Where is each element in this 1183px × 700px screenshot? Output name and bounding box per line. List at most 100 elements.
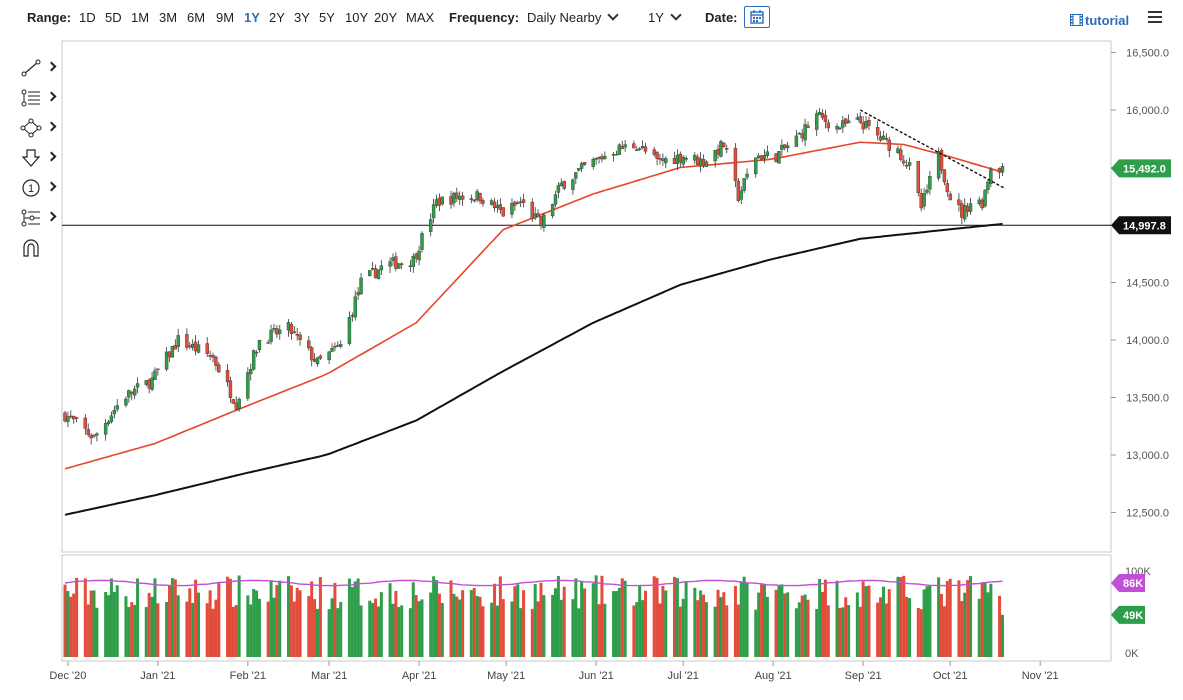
volume-bar [916, 608, 920, 657]
candle [899, 149, 903, 160]
candle [66, 416, 70, 423]
range-20y[interactable]: 20Y [374, 10, 398, 25]
range-1y[interactable]: 1Y [244, 10, 260, 25]
date-picker-button[interactable] [744, 6, 770, 28]
volume-bar [672, 576, 676, 657]
volume-bar [818, 578, 822, 657]
candle [823, 115, 828, 122]
candle [635, 149, 639, 151]
candle [193, 341, 198, 352]
candle [658, 158, 662, 160]
price-chart[interactable]: 16,500.016,000.015,500.015,000.014,500.0… [0, 40, 1183, 700]
volume-bar [411, 582, 415, 657]
candle [965, 206, 970, 212]
volume-bar [658, 603, 662, 657]
candle [208, 354, 212, 357]
volume-bar [313, 599, 317, 657]
candle [664, 158, 668, 164]
candle [69, 415, 73, 418]
range-6m[interactable]: 6M [187, 10, 206, 25]
x-tick-label: Jan '21 [140, 670, 175, 682]
candle [188, 345, 192, 348]
tutorial-link[interactable]: tutorial [1070, 13, 1129, 28]
range-5d[interactable]: 5D [105, 10, 122, 25]
volume-bar [803, 594, 807, 657]
candle [983, 189, 987, 207]
volume-bar [432, 576, 436, 657]
candle [228, 380, 233, 398]
range-10y[interactable]: 10Y [345, 10, 369, 25]
measure-tool[interactable] [18, 206, 58, 230]
candle [533, 213, 537, 219]
range-max[interactable]: MAX [406, 10, 435, 25]
candle [597, 157, 601, 159]
volume-bar [95, 607, 99, 657]
candle [1000, 166, 1005, 173]
fibonacci-tool[interactable] [18, 86, 58, 110]
annotation-tool-icon: 1 [22, 179, 40, 197]
volume-bar [998, 595, 1002, 657]
volume-bar [176, 595, 180, 657]
volume-bar [986, 592, 990, 657]
candle [904, 165, 909, 167]
range-3y[interactable]: 3Y [294, 10, 310, 25]
range-5y[interactable]: 5Y [319, 10, 335, 25]
candle [803, 124, 807, 141]
volume-bar [286, 576, 290, 657]
frequency-dropdown[interactable]: Daily Nearby [527, 9, 620, 25]
candle [678, 153, 683, 163]
candle [574, 172, 578, 179]
candle [655, 152, 659, 159]
volume-bar [376, 606, 380, 657]
candle [754, 157, 758, 175]
range-3m[interactable]: 3M [159, 10, 178, 25]
volume-bar [292, 601, 296, 657]
line-tool[interactable] [18, 56, 58, 80]
candle [785, 145, 790, 149]
volume-bar [440, 602, 444, 657]
range-9m[interactable]: 9M [216, 10, 235, 25]
candle [562, 181, 566, 189]
candle [780, 144, 784, 150]
volume-bar [255, 590, 259, 657]
shape-tool[interactable] [18, 116, 58, 140]
volume-bar [536, 601, 540, 657]
period-dropdown[interactable]: 1Y [648, 9, 682, 25]
volume-last-label-bg [1111, 605, 1145, 624]
volume-bar [191, 602, 195, 657]
candle [742, 178, 746, 191]
volume-bar [388, 583, 392, 657]
candle [704, 161, 709, 167]
candle [359, 277, 363, 295]
range-1m[interactable]: 1M [131, 10, 150, 25]
volume-bar [675, 578, 679, 657]
menu-icon[interactable] [1148, 11, 1162, 23]
volume-bar [826, 605, 830, 657]
candle [156, 368, 160, 371]
range-2y[interactable]: 2Y [269, 10, 285, 25]
volume-bar [1000, 614, 1004, 657]
candle [600, 156, 604, 160]
annotation-tool[interactable]: 1 [18, 176, 58, 200]
arrow-tool[interactable] [18, 146, 58, 170]
candle [553, 194, 558, 205]
volume-bar [881, 586, 885, 657]
tutorial-label: tutorial [1085, 13, 1130, 28]
volume-bar [800, 595, 804, 657]
candle [414, 253, 418, 259]
magnet-tool[interactable] [18, 236, 58, 260]
candle [684, 158, 688, 160]
volume-bar [231, 606, 235, 657]
range-1d[interactable]: 1D [79, 10, 96, 25]
candle [185, 334, 189, 348]
volume-bar [821, 591, 825, 657]
candle [643, 146, 648, 152]
frequency-label: Frequency: [449, 10, 520, 25]
shape-tool-icon [20, 118, 42, 138]
volume-bar [876, 602, 880, 657]
volume-bar [298, 590, 302, 657]
volume-bar [757, 592, 761, 657]
volume-bar [86, 604, 90, 657]
chevron-down-icon [670, 9, 682, 21]
candle [124, 398, 128, 406]
